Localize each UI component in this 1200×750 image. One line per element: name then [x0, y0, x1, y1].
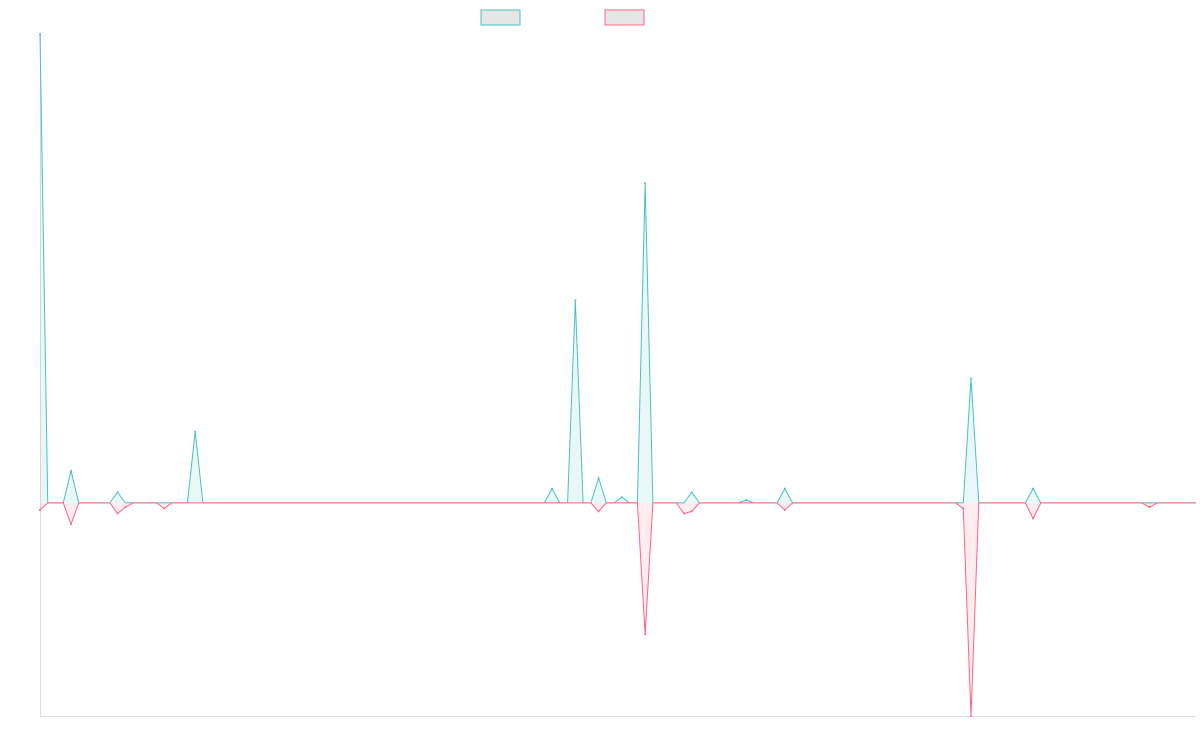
- series-2-point-6[interactable]: [644, 633, 647, 636]
- series-2-point-9[interactable]: [783, 508, 786, 511]
- series-1-point-15[interactable]: [1032, 487, 1035, 490]
- series-1-point-1[interactable]: [70, 469, 73, 472]
- legend-swatch-series-2[interactable]: [604, 9, 645, 26]
- series-2-point-3[interactable]: [124, 506, 127, 509]
- series-2-point-2[interactable]: [116, 512, 119, 515]
- series-1-line: [39, 33, 1196, 504]
- series-2-point-5[interactable]: [597, 510, 600, 513]
- series-layer: [39, 33, 1196, 717]
- series-2-point-4[interactable]: [163, 507, 166, 510]
- series-1-point-2[interactable]: [116, 491, 119, 494]
- series-1-point-0[interactable]: [39, 33, 41, 35]
- series-1-point-14[interactable]: [970, 377, 973, 380]
- series-2-point-11[interactable]: [970, 715, 973, 717]
- series-1-point-9[interactable]: [644, 182, 647, 185]
- series-2-point-1[interactable]: [70, 523, 73, 526]
- series-1-point-11[interactable]: [745, 499, 748, 502]
- series-2-line: [39, 502, 1196, 717]
- series-2-point-7[interactable]: [682, 512, 685, 515]
- series-1-point-10[interactable]: [690, 491, 693, 494]
- series-2-point-8[interactable]: [690, 510, 693, 513]
- series-1-point-8[interactable]: [620, 496, 623, 499]
- series-1-point-6[interactable]: [574, 299, 577, 302]
- legend: [480, 9, 645, 26]
- series-1-point-4[interactable]: [194, 430, 197, 433]
- series-2-point-12[interactable]: [1032, 517, 1035, 520]
- series-2-point-13[interactable]: [1148, 506, 1151, 509]
- series-1-point-12[interactable]: [783, 487, 786, 490]
- legend-swatch-series-1[interactable]: [480, 9, 521, 26]
- series-1-point-5[interactable]: [551, 487, 554, 490]
- series-2-area: [40, 502, 1196, 716]
- series-1-point-7[interactable]: [597, 477, 600, 480]
- series-2-point-0[interactable]: [39, 508, 41, 511]
- series-2-point-10[interactable]: [962, 507, 965, 510]
- series-1-area: [40, 34, 1196, 503]
